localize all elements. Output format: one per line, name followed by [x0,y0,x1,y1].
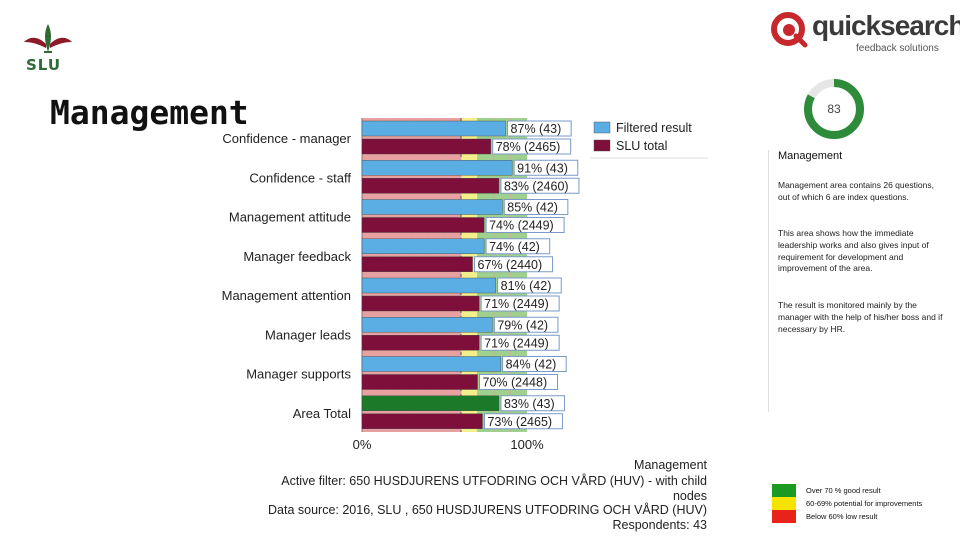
footer-data-source: Data source: 2016, SLU , 650 HUSDJURENS … [268,503,707,517]
bar [361,374,478,390]
footer-active-filter: Active filter: 650 HUSDJURENS UTFODRING … [281,474,707,488]
category-label: Management attention [222,288,351,303]
background-band [461,118,478,432]
data-label-box [502,356,567,372]
info-paragraph: Management area contains 26 questions, o… [778,180,934,202]
key-label: Over 70 % good result [806,486,881,495]
bar [361,178,500,194]
bar [361,199,503,215]
bar [361,120,506,137]
color-key-row: 60-69% potential for improvements [772,497,952,510]
data-label: 83% (2460) [504,179,569,193]
color-key-row: Over 70 % good result [772,484,952,497]
data-label-box [485,238,551,255]
data-label: 81% (42) [501,279,552,293]
bar [361,295,480,312]
bar [361,335,480,351]
data-label: 84% (42) [506,358,557,372]
quicksearch-logo: quicksearch feedback solutions [770,10,960,56]
bar [361,238,485,254]
slu-logo-text: SLU [26,56,62,74]
data-label: 91% (43) [517,161,568,175]
key-swatch-low [772,510,796,523]
data-label: 87% (43) [511,122,562,136]
gauge-value: 83 [827,102,841,116]
data-label: 73% (2465) [487,415,552,429]
category-label: Confidence - staff [249,170,351,185]
info-panel: Management Management area contains 26 q… [768,150,955,412]
data-label-box [480,334,560,351]
data-label: 71% (2449) [484,297,549,311]
data-label: 70% (2448) [483,376,548,390]
data-label: 85% (42) [507,201,558,215]
footer-area-label: Management [634,458,707,472]
category-label: Manager leads [265,327,351,342]
category-label: Management attitude [229,210,351,225]
info-paragraph: The result is monitored mainly by the ma… [778,300,943,334]
x-tick-label: 0% [353,437,372,452]
info-paragraph: This area shows how the immediate leader… [778,228,929,274]
data-label-box [513,159,579,176]
legend-swatch [593,121,611,134]
key-label: Below 60% low result [806,512,878,521]
category-label: Manager feedback [243,249,351,264]
bar [361,413,483,429]
score-gauge: 83 [802,77,866,141]
data-label-box [500,395,566,412]
data-label-box [493,316,559,333]
legend-label: Filtered result [616,121,692,135]
key-swatch-good [772,484,796,497]
bar [361,395,500,411]
data-label: 74% (2449) [489,219,554,233]
gauge-arc [804,79,864,139]
data-label-box [500,177,580,194]
quicksearch-swirl-icon [771,12,808,48]
data-label-box [507,120,572,137]
brand-name: quicksearch [812,10,960,41]
info-title: Management [778,150,843,162]
bar [361,217,485,233]
bar [361,256,473,272]
data-label: 67% (2440) [478,258,543,272]
data-label: 78% (2465) [496,140,561,154]
data-label-box [485,217,565,233]
brand-tagline: feedback solutions [856,43,939,54]
legend-swatch [593,139,611,152]
category-label: Confidence - manager [222,131,351,146]
data-label: 74% (42) [489,240,540,254]
bar [361,317,493,333]
bar [361,160,513,176]
color-key-row: Below 60% low result [772,510,952,523]
data-label-box [474,256,554,273]
legend-label: SLU total [616,139,667,153]
slu-logo: SLU [22,22,74,74]
data-label-box [497,277,562,294]
data-label-box [492,138,572,155]
key-swatch-potential [772,497,796,510]
footer-active-filter-cont: nodes [672,489,707,503]
bar [361,356,501,372]
data-label-box [503,199,569,215]
data-label: 71% (2449) [484,336,549,350]
data-label: 79% (42) [497,318,548,332]
category-label: Area Total [293,406,351,421]
footer-respondents: Respondents: 43 [612,518,707,532]
data-label-box [480,295,560,312]
page-title: Management [50,93,249,132]
category-label: Manager supports [246,367,351,382]
x-tick-label: 100% [510,437,544,452]
bar [361,138,491,155]
bar [361,277,496,294]
data-label-box [483,413,563,430]
data-label-box [479,374,558,390]
key-label: 60-69% potential for improvements [806,499,923,508]
slu-leaf-icon [24,24,72,53]
data-label: 83% (43) [504,397,555,411]
